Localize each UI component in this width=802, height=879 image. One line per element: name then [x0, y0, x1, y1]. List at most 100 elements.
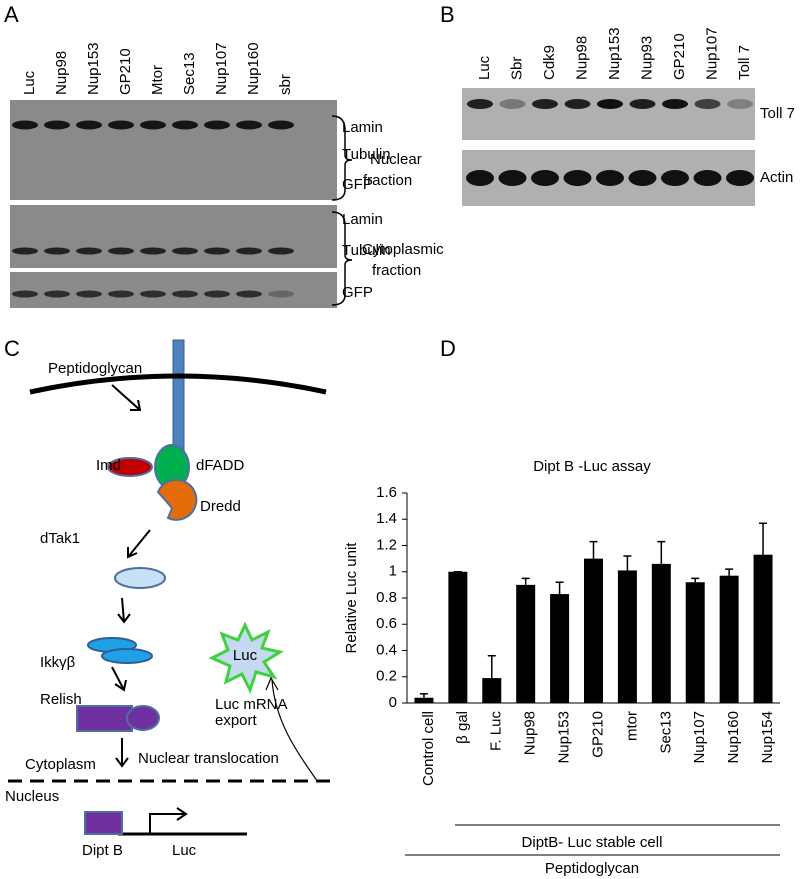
- band: [236, 290, 262, 298]
- label: Luc: [172, 842, 197, 859]
- error-bar: [657, 540, 666, 564]
- label: Dredd: [200, 498, 241, 515]
- membrane: [29, 373, 327, 395]
- y-axis-label: Relative Luc unit: [343, 542, 360, 654]
- error-bar: [555, 581, 564, 595]
- row-label: Tubulin: [342, 242, 391, 259]
- relish: [126, 705, 160, 731]
- y-tick-label: 0.4: [376, 641, 397, 658]
- dredd: [156, 478, 198, 521]
- treatment-label: Peptidoglycan: [545, 860, 639, 877]
- y-tick-label: 0: [389, 694, 397, 711]
- lane-label: Luc: [21, 70, 38, 95]
- lane-label: sbr: [277, 74, 294, 95]
- label: Nuclear translocation: [138, 750, 279, 767]
- lane-label: Sec13: [181, 52, 198, 95]
- band: [499, 99, 526, 109]
- x-tick-label: Nup153: [556, 711, 573, 764]
- bar: [550, 594, 570, 703]
- row-label: Lamin: [342, 211, 383, 228]
- error-bar: [691, 577, 700, 583]
- fraction-label: Nuclear: [370, 151, 422, 168]
- band: [466, 170, 494, 186]
- label: Dipt B: [82, 842, 123, 859]
- receptor: [172, 339, 185, 456]
- x-tick-label: Nup107: [691, 711, 708, 764]
- bar: [414, 697, 434, 703]
- band: [726, 170, 754, 186]
- band: [44, 290, 70, 298]
- band: [629, 99, 656, 109]
- error-bar: [521, 577, 530, 585]
- lane-label: Nup107: [703, 27, 720, 80]
- lane-label: Nup107: [213, 42, 230, 95]
- band: [693, 170, 722, 186]
- x-tick-label: Nup154: [759, 711, 776, 764]
- tss-arrow: [149, 807, 188, 834]
- y-tick-label: 0.8: [376, 589, 397, 606]
- band: [44, 120, 70, 130]
- label: Cytoplasm: [25, 756, 96, 773]
- arrow: [117, 597, 131, 624]
- band: [108, 247, 134, 255]
- label: Ikkγβ: [40, 654, 76, 671]
- band: [76, 290, 102, 298]
- band: [236, 247, 262, 255]
- chart-title: Dipt B -Luc assay: [533, 458, 651, 475]
- band: [597, 99, 623, 109]
- panel-label: D: [440, 336, 456, 361]
- band: [204, 120, 230, 130]
- band: [172, 247, 198, 255]
- y-tick-label: 1.4: [376, 510, 397, 527]
- band: [76, 120, 102, 130]
- lane-label: Mtor: [149, 65, 166, 95]
- band: [661, 170, 689, 186]
- brace: [331, 115, 353, 201]
- row-label: Toll 7: [760, 105, 795, 122]
- band: [12, 247, 38, 255]
- row-label: Lamin: [342, 119, 383, 136]
- band: [628, 170, 657, 186]
- band: [140, 120, 166, 130]
- band: [140, 247, 166, 255]
- arrow: [265, 676, 319, 783]
- y-tick-label: 0.6: [376, 615, 397, 632]
- band: [44, 247, 70, 255]
- panel-label: C: [4, 336, 20, 361]
- relish: [76, 705, 133, 732]
- lane-label: Luc: [476, 55, 493, 80]
- arrow: [115, 738, 129, 768]
- panel-label: B: [440, 2, 455, 27]
- band: [498, 170, 527, 186]
- y-tick-label: 0.2: [376, 668, 397, 685]
- dtak1: [114, 567, 166, 589]
- band: [12, 120, 38, 130]
- band: [563, 170, 592, 186]
- row-label: GFP: [342, 176, 373, 193]
- band: [531, 170, 559, 186]
- bar: [719, 575, 739, 703]
- x-tick-label: mtor: [623, 711, 640, 741]
- bar: [584, 558, 603, 703]
- label: Luc: [233, 647, 258, 664]
- band: [12, 290, 38, 298]
- label: dFADD: [196, 457, 245, 474]
- y-tick-label: 1.2: [376, 536, 397, 553]
- imd: [107, 457, 153, 477]
- lane-label: GP210: [117, 48, 134, 95]
- y-tick-label: 1.6: [376, 484, 397, 501]
- label: Luc mRNA: [215, 696, 288, 713]
- bar: [482, 678, 502, 703]
- lane-label: Nup153: [85, 42, 102, 95]
- lane-label: Nup98: [573, 36, 590, 80]
- bar: [617, 570, 637, 703]
- band: [172, 120, 198, 130]
- error-bar: [623, 555, 632, 571]
- lane-label: Cdk9: [541, 45, 558, 80]
- label: Nucleus: [5, 788, 59, 805]
- bar: [651, 563, 671, 703]
- band: [204, 290, 230, 298]
- label: dTak1: [40, 530, 80, 547]
- ikk: [101, 648, 153, 664]
- band: [467, 99, 493, 109]
